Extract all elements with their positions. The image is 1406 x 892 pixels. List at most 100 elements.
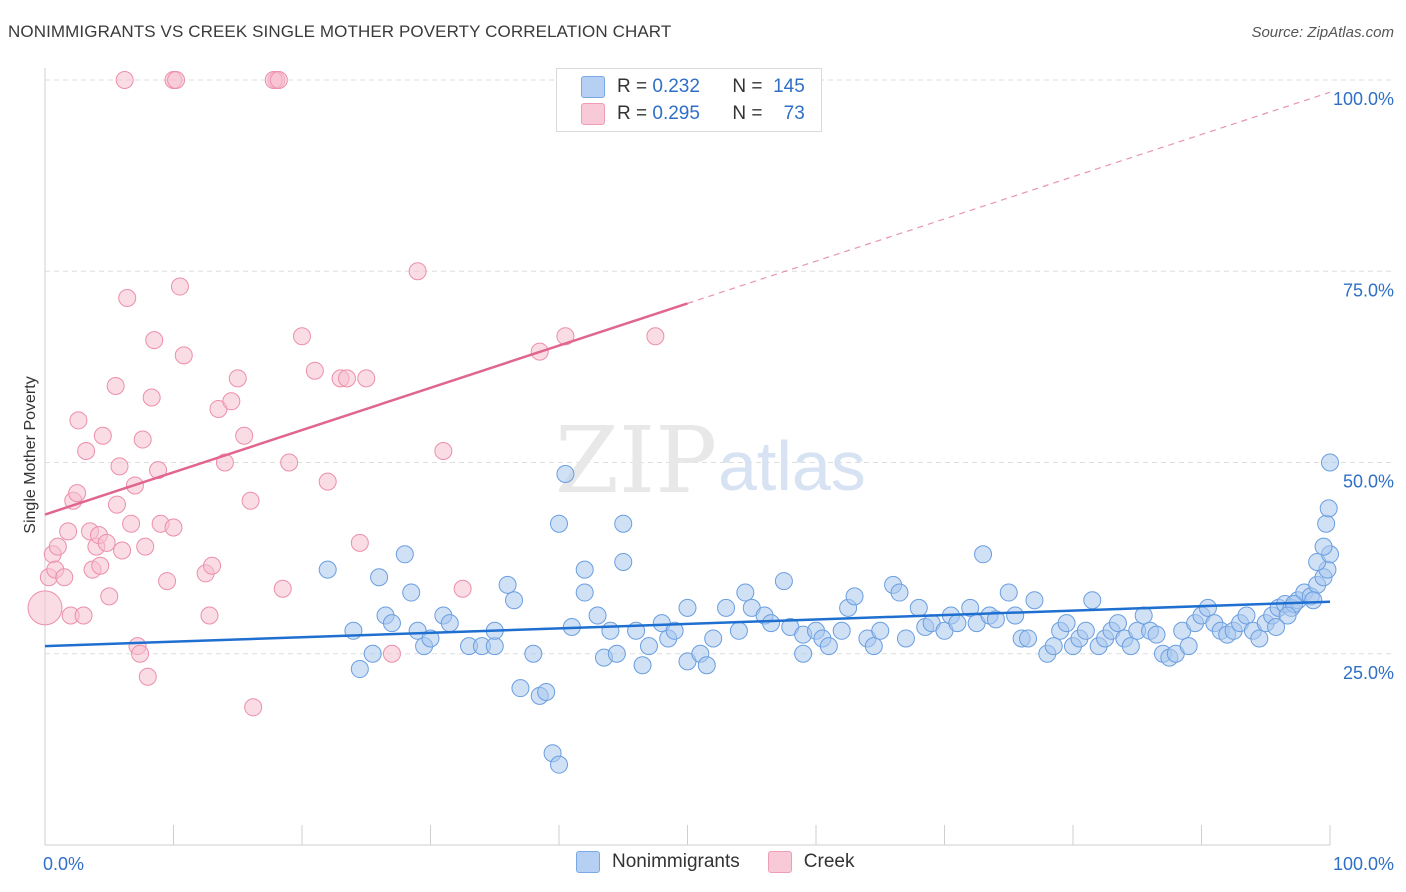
nonimmigrants-point [639, 637, 658, 656]
n-value: 145 [773, 76, 805, 97]
n-label: N = [732, 76, 763, 97]
y-axis-label: Single Mother Poverty [22, 376, 39, 533]
r-label: R = [617, 103, 648, 124]
pink-swatch [767, 851, 792, 873]
creek-point [145, 331, 164, 350]
nonimmigrants-point [1044, 637, 1063, 656]
nonimmigrants-point [524, 644, 543, 663]
creek-point [136, 537, 155, 556]
nonimmigrants-point [678, 598, 697, 617]
creek-point [59, 522, 78, 541]
creek-point [222, 392, 241, 411]
creek-point [113, 541, 132, 560]
nonimmigrants-point [890, 583, 909, 602]
creek-point [305, 361, 324, 380]
nonimmigrants-point [1321, 453, 1339, 472]
r-value: 0.232 [652, 76, 700, 97]
nonimmigrants-point [382, 614, 401, 633]
creek-point [138, 667, 157, 686]
creek-point [77, 442, 96, 461]
legend-row-creek: R = 0.295 N = 73 [581, 102, 805, 126]
nonimmigrants-point [794, 644, 813, 663]
creek-point [142, 388, 161, 407]
creek-point [131, 644, 150, 663]
watermark-atlas: atlas [718, 427, 866, 505]
legend-item-nonimmigrants[interactable]: Nonimmigrants [576, 851, 740, 873]
creek-point [453, 579, 472, 598]
creek-point [107, 495, 126, 514]
nonimmigrants-point [717, 598, 736, 617]
nonimmigrants-point [1319, 499, 1338, 518]
x-tick-label: 0.0% [43, 854, 84, 874]
creek-point [646, 327, 665, 346]
nonimmigrants-point [537, 683, 556, 701]
creek-point [158, 572, 177, 591]
nonimmigrants-point [402, 583, 421, 602]
nonimmigrants-point [948, 614, 967, 633]
creek-point [235, 426, 254, 445]
creek-point [97, 533, 116, 552]
nonimmigrants-point [588, 606, 607, 625]
nonimmigrants-point [819, 637, 838, 656]
creek-point [203, 556, 222, 575]
nonimmigrants-point [550, 514, 568, 533]
nonimmigrants-point [1019, 629, 1038, 648]
creek-point [133, 430, 152, 449]
creek-point [106, 377, 125, 395]
nonimmigrants-point [1179, 637, 1198, 656]
nonimmigrants-point [762, 614, 781, 633]
creek-point [174, 346, 193, 365]
nonimmigrants-point [350, 660, 369, 679]
nonimmigrants-point [1314, 537, 1333, 556]
nonimmigrants-point [1317, 514, 1336, 533]
x-tick-label: 100.0% [1333, 854, 1394, 874]
nonimmigrants-point [845, 587, 864, 606]
nonimmigrants-point [697, 656, 716, 675]
creek-point [357, 369, 376, 388]
nonimmigrants-point [607, 644, 626, 663]
nonimmigrants-point [736, 583, 755, 602]
trend-lines [44, 91, 1331, 648]
nonimmigrants-point [601, 621, 620, 640]
legend-item-creek[interactable]: Creek [767, 851, 854, 873]
nonimmigrants-point [961, 598, 980, 617]
creek-point [69, 411, 88, 430]
creek-point [269, 71, 288, 89]
nonimmigrants-point [986, 610, 1005, 629]
y-tick-label: 50.0% [1343, 472, 1394, 492]
watermark-zip: ZIP [555, 407, 717, 514]
pink-swatch [581, 103, 605, 125]
creek-point [408, 262, 427, 281]
nonimmigrants-point [1083, 591, 1102, 610]
nonimmigrants-trend-line [44, 600, 1331, 648]
nonimmigrants-point [395, 545, 414, 564]
y-tick-label: 100.0% [1333, 89, 1394, 109]
creek-point [215, 453, 234, 472]
nonimmigrants-point [614, 514, 633, 533]
creek-point [337, 369, 356, 388]
creek-trend-extension [687, 91, 1331, 304]
creek-point [122, 514, 141, 533]
nonimmigrants-points [318, 453, 1339, 774]
axes [44, 68, 1331, 846]
axis-labels: 25.0% 50.0% 75.0% 100.0% 0.0% 100.0% Single Mo… [22, 89, 1394, 874]
nonimmigrants-point [1304, 591, 1323, 610]
creek-trend-line [44, 302, 688, 516]
source-label: Source: ZipAtlas.com [1251, 24, 1394, 41]
nonimmigrants-point [440, 614, 459, 633]
nonimmigrants-point [1147, 625, 1166, 644]
creek-point [293, 327, 311, 346]
legend-row-nonimmigrants: R = 0.232 N = 145 [581, 75, 805, 99]
nonimmigrants-point [318, 560, 337, 579]
nonimmigrants-point [871, 621, 890, 640]
nonimmigrants-point [1237, 606, 1256, 625]
n-label: N = [732, 103, 763, 124]
creek-point [167, 71, 186, 89]
chart-title: NONIMMIGRANTS VS CREEK SINGLE MOTHER POV… [8, 22, 672, 41]
nonimmigrants-point [511, 679, 530, 698]
creek-point [27, 590, 63, 626]
y-tick-label: 75.0% [1343, 280, 1394, 300]
nonimmigrants-point [363, 644, 382, 663]
nonimmigrants-point [370, 568, 389, 587]
